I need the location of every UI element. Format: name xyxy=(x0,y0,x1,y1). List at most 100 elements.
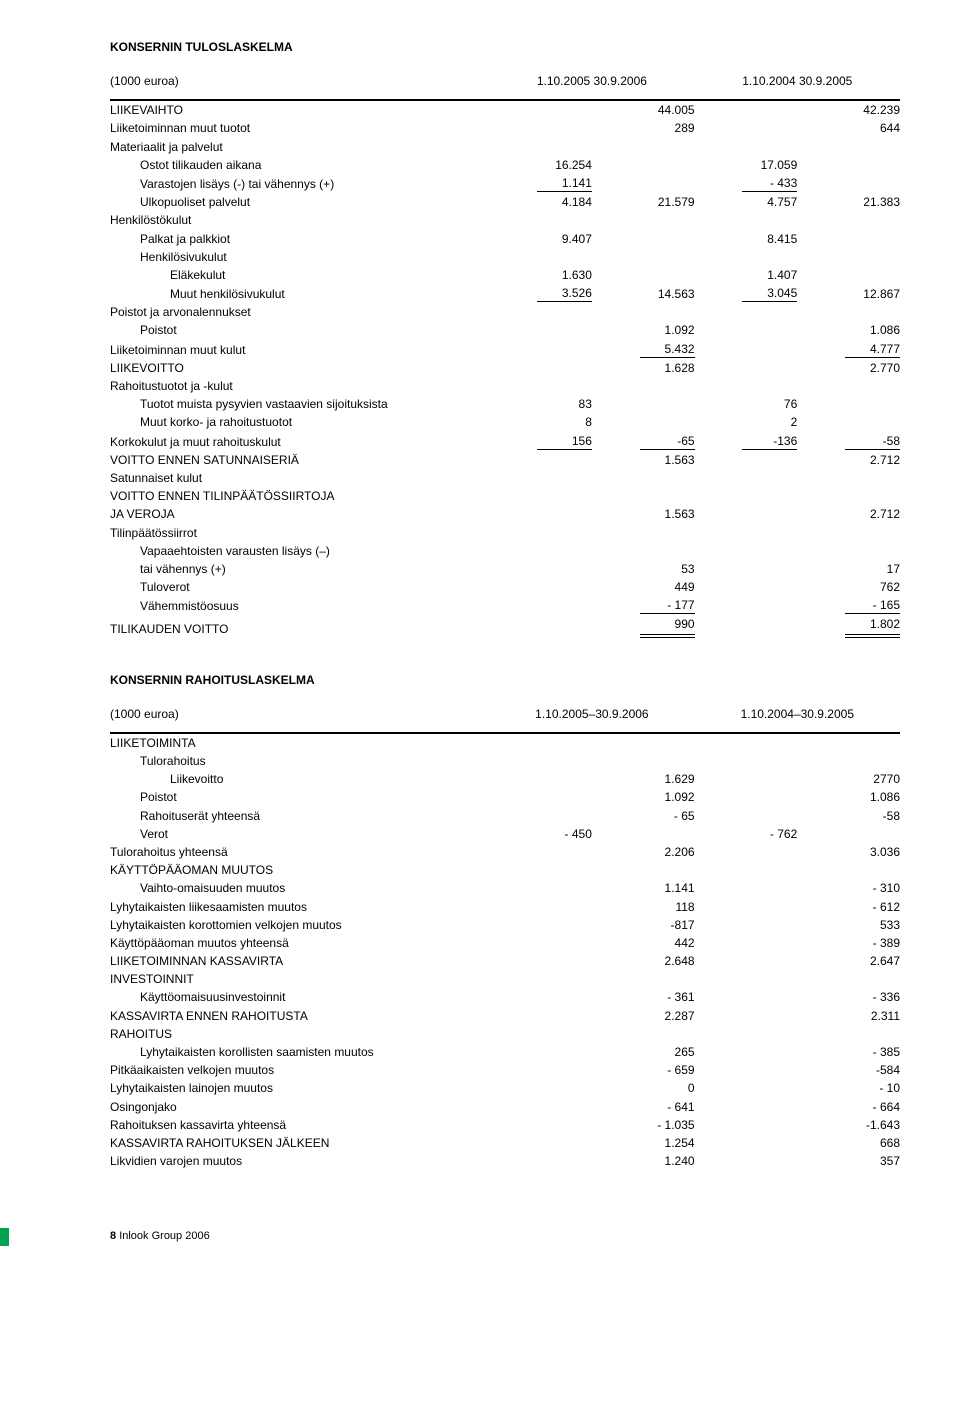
row-value: 17.059 xyxy=(695,156,798,174)
row-value xyxy=(695,1134,798,1152)
table-row: Käyttöomaisuusinvestoinnit- 361- 336 xyxy=(110,988,900,1006)
row-value: - 10 xyxy=(797,1079,900,1097)
table-row: Liikevoitto1.6292770 xyxy=(110,770,900,788)
row-value xyxy=(695,303,798,321)
row-value: 2 xyxy=(695,413,798,431)
row-value xyxy=(592,861,695,879)
row-value xyxy=(489,1043,592,1061)
footer-text: Inlook Group 2006 xyxy=(119,1230,210,1242)
row-value xyxy=(489,303,592,321)
row-label: Vähemmistöosuus xyxy=(110,596,489,615)
table-row: Korkokulut ja muut rahoituskulut156-65-1… xyxy=(110,432,900,451)
row-value: 44.005 xyxy=(592,100,695,119)
row-value: 8 xyxy=(489,413,592,431)
row-value: - 310 xyxy=(797,879,900,897)
page-footer: 8 Inlook Group 2006 xyxy=(110,1230,900,1242)
row-value: - 389 xyxy=(797,934,900,952)
row-label: Palkat ja palkkiot xyxy=(110,230,489,248)
row-value xyxy=(695,843,798,861)
row-value xyxy=(592,542,695,560)
table-row: Likvidien varojen muutos1.240357 xyxy=(110,1152,900,1170)
row-value: 289 xyxy=(592,119,695,137)
row-label: TILIKAUDEN VOITTO xyxy=(110,615,489,638)
row-label: Vaihto-omaisuuden muutos xyxy=(110,879,489,897)
row-label: Henkilöstökulut xyxy=(110,211,489,229)
table-row: Tilinpäätössiirrot xyxy=(110,524,900,542)
row-value xyxy=(695,377,798,395)
row-value xyxy=(797,733,900,752)
row-label: Ostot tilikauden aikana xyxy=(110,156,489,174)
row-value: 644 xyxy=(797,119,900,137)
row-value xyxy=(592,156,695,174)
row-value xyxy=(797,1025,900,1043)
table-row: Pitkäaikaisten velkojen muutos- 659-584 xyxy=(110,1061,900,1079)
section2-title: KONSERNIN RAHOITUSLASKELMA xyxy=(110,673,900,687)
row-label: Lyhytaikaisten korottomien velkojen muut… xyxy=(110,916,489,934)
row-label: INVESTOINNIT xyxy=(110,970,489,988)
row-value: 1.086 xyxy=(797,788,900,806)
table-row: Liiketoiminnan muut kulut5.4324.777 xyxy=(110,340,900,359)
row-label: Käyttöomaisuusinvestoinnit xyxy=(110,988,489,1006)
table-row: LIIKETOIMINTA xyxy=(110,733,900,752)
row-value: 442 xyxy=(592,934,695,952)
row-value: 1.086 xyxy=(797,321,900,339)
row-value xyxy=(695,542,798,560)
row-value: 21.579 xyxy=(592,193,695,211)
row-value xyxy=(489,119,592,137)
period1-2: 1.10.2005–30.9.2006 xyxy=(489,705,694,725)
row-value: -136 xyxy=(695,432,798,451)
row-label: Lyhytaikaisten korollisten saamisten muu… xyxy=(110,1043,489,1061)
table-row: LIIKEVOITTO1.6282.770 xyxy=(110,359,900,377)
row-label: Rahoitustuotot ja -kulut xyxy=(110,377,489,395)
row-value: 4.777 xyxy=(797,340,900,359)
row-value xyxy=(489,843,592,861)
row-label: Korkokulut ja muut rahoituskulut xyxy=(110,432,489,451)
table-row: Lyhytaikaisten lainojen muutos0- 10 xyxy=(110,1079,900,1097)
row-value xyxy=(695,248,798,266)
row-value xyxy=(592,248,695,266)
row-value xyxy=(489,615,592,638)
row-value xyxy=(489,733,592,752)
table-row: INVESTOINNIT xyxy=(110,970,900,988)
table-row: Vapaaehtoisten varausten lisäys (–) xyxy=(110,542,900,560)
row-value xyxy=(695,788,798,806)
row-value: 14.563 xyxy=(592,284,695,303)
row-value xyxy=(592,303,695,321)
table-income-statement: (1000 euroa) 1.10.2005 30.9.2006 1.10.20… xyxy=(110,72,900,639)
row-value xyxy=(797,230,900,248)
row-label: Satunnaiset kulut xyxy=(110,469,489,487)
row-value: -817 xyxy=(592,916,695,934)
row-value xyxy=(695,578,798,596)
row-value xyxy=(489,505,592,523)
row-label: Tulorahoitus xyxy=(110,752,489,770)
table-row: JA VEROJA1.5632.712 xyxy=(110,505,900,523)
table-row: Poistot ja arvonalennukset xyxy=(110,303,900,321)
row-value: 12.867 xyxy=(797,284,900,303)
row-value: 2.647 xyxy=(797,952,900,970)
row-label: Tilinpäätössiirrot xyxy=(110,524,489,542)
row-value: 76 xyxy=(695,395,798,413)
row-value xyxy=(489,359,592,377)
table-row: Tulorahoitus yhteensä2.2063.036 xyxy=(110,843,900,861)
row-value xyxy=(489,988,592,1006)
table-row: RAHOITUS xyxy=(110,1025,900,1043)
row-value xyxy=(489,1152,592,1170)
row-label: Varastojen lisäys (-) tai vähennys (+) xyxy=(110,174,489,193)
row-value xyxy=(489,451,592,469)
row-value xyxy=(489,211,592,229)
row-value xyxy=(797,156,900,174)
row-label: Pitkäaikaisten velkojen muutos xyxy=(110,1061,489,1079)
row-value xyxy=(489,321,592,339)
table-row: Rahoituserät yhteensä- 65-58 xyxy=(110,807,900,825)
row-value xyxy=(489,1061,592,1079)
table-cashflow: (1000 euroa) 1.10.2005–30.9.2006 1.10.20… xyxy=(110,705,900,1171)
row-value xyxy=(695,119,798,137)
table-row: tai vähennys (+)5317 xyxy=(110,560,900,578)
row-value xyxy=(489,1098,592,1116)
row-label: Muut korko- ja rahoitustuotot xyxy=(110,413,489,431)
row-value xyxy=(592,825,695,843)
row-value: 4.184 xyxy=(489,193,592,211)
row-value xyxy=(592,733,695,752)
row-value xyxy=(797,303,900,321)
row-value xyxy=(695,916,798,934)
